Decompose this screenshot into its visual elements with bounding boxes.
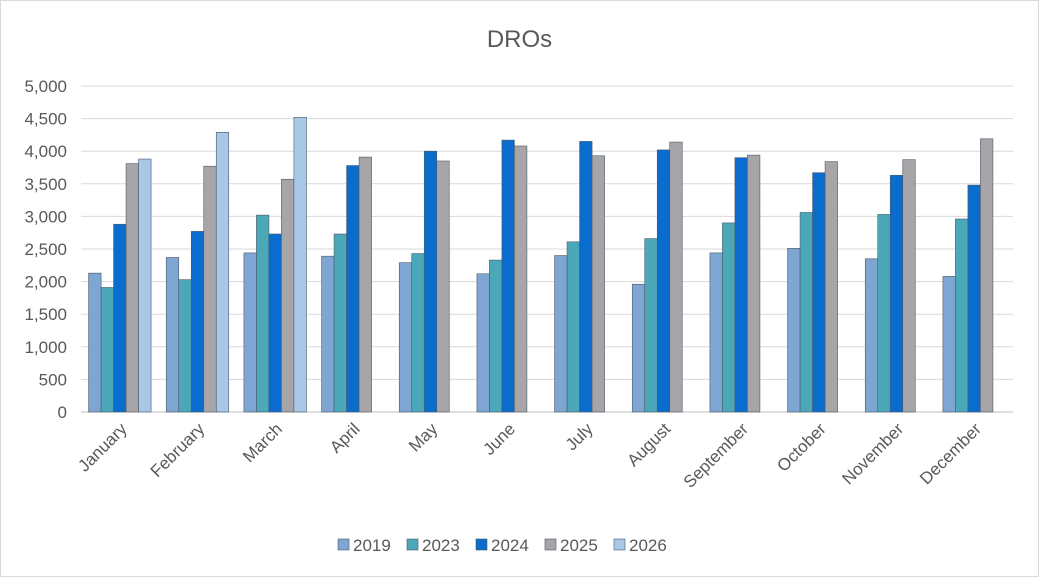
y-tick-label: 3,000 — [24, 207, 67, 226]
bar — [321, 255, 335, 413]
bar — [165, 257, 180, 413]
bar — [902, 159, 916, 413]
bar — [967, 184, 981, 413]
bar — [644, 238, 658, 413]
bar — [138, 158, 152, 413]
bar — [88, 272, 102, 413]
x-tick-label: January — [74, 419, 131, 476]
bar — [631, 283, 646, 413]
bar — [398, 262, 413, 413]
y-tick-label: 500 — [39, 370, 67, 389]
bar — [824, 161, 838, 413]
bar — [358, 156, 372, 413]
bar — [178, 279, 192, 413]
bar — [734, 157, 748, 413]
bar — [215, 131, 230, 413]
x-tick-label: October — [773, 419, 829, 475]
legend-label: 2023 — [422, 536, 460, 555]
bar — [281, 178, 295, 413]
y-tick-label: 4,500 — [24, 110, 67, 129]
bar — [864, 258, 879, 413]
bar — [812, 172, 826, 413]
x-axis-ticks: January February March April May June July Augu… — [74, 419, 985, 492]
x-tick-label: June — [479, 419, 519, 459]
bar — [591, 155, 605, 413]
y-tick-label: 1,000 — [24, 338, 67, 357]
legend-swatch — [613, 538, 626, 551]
legend-label: 2024 — [491, 536, 529, 555]
legend-swatch — [406, 538, 419, 551]
y-tick-label: 4,000 — [24, 142, 67, 161]
bar — [333, 233, 347, 413]
x-tick-label: December — [916, 419, 985, 488]
bar — [436, 160, 450, 413]
x-tick-label: November — [838, 419, 907, 488]
legend: 2019 2023 2024 2025 2026 — [337, 536, 667, 555]
bar — [476, 273, 490, 413]
bar — [346, 165, 360, 413]
bar — [501, 139, 515, 413]
x-tick-label: July — [562, 419, 597, 454]
legend-label: 2019 — [353, 536, 391, 555]
bar — [243, 252, 257, 413]
bar — [423, 150, 438, 413]
bar — [113, 223, 127, 413]
bar — [709, 252, 723, 413]
bar — [566, 241, 580, 413]
bar — [747, 154, 761, 413]
x-tick-label: April — [326, 419, 363, 456]
chart-title: DROs — [487, 26, 552, 53]
bar — [190, 231, 205, 413]
bar — [268, 233, 282, 413]
bar — [125, 163, 139, 413]
legend-label: 2026 — [629, 536, 667, 555]
bar — [579, 141, 593, 413]
x-tick-label: March — [239, 419, 286, 466]
bars — [88, 116, 994, 413]
gridlines — [81, 85, 1013, 413]
bar — [256, 214, 270, 413]
x-tick-label: September — [680, 419, 752, 491]
bar — [799, 212, 813, 413]
x-tick-label: August — [623, 419, 674, 470]
bar — [955, 218, 969, 413]
y-tick-label: 3,500 — [24, 175, 67, 194]
bar — [889, 175, 904, 413]
bar — [787, 248, 801, 413]
legend-label: 2025 — [560, 536, 598, 555]
bar — [554, 255, 568, 413]
y-tick-label: 1,500 — [24, 305, 67, 324]
bar — [514, 145, 528, 413]
bar — [656, 149, 671, 413]
y-tick-label: 2,500 — [24, 240, 67, 259]
y-axis-ticks: 0 500 1,000 1,500 2,000 2,500 3,000 3,500 4,000 4… — [24, 77, 67, 422]
bar — [203, 165, 217, 413]
bar — [722, 222, 736, 413]
y-tick-label: 5,000 — [24, 77, 67, 96]
bar — [293, 116, 307, 413]
x-tick-label: May — [405, 419, 441, 455]
bar — [489, 259, 503, 413]
y-tick-label: 0 — [58, 403, 67, 422]
bar — [411, 253, 425, 413]
bar — [980, 138, 994, 413]
bar — [100, 287, 114, 413]
x-tick-label: February — [147, 419, 209, 481]
y-tick-label: 2,000 — [24, 273, 67, 292]
legend-swatch — [337, 538, 350, 551]
legend-swatch — [544, 538, 557, 551]
bar — [942, 276, 956, 413]
bar — [669, 141, 683, 413]
legend-swatch — [475, 538, 488, 551]
bar — [877, 214, 891, 413]
